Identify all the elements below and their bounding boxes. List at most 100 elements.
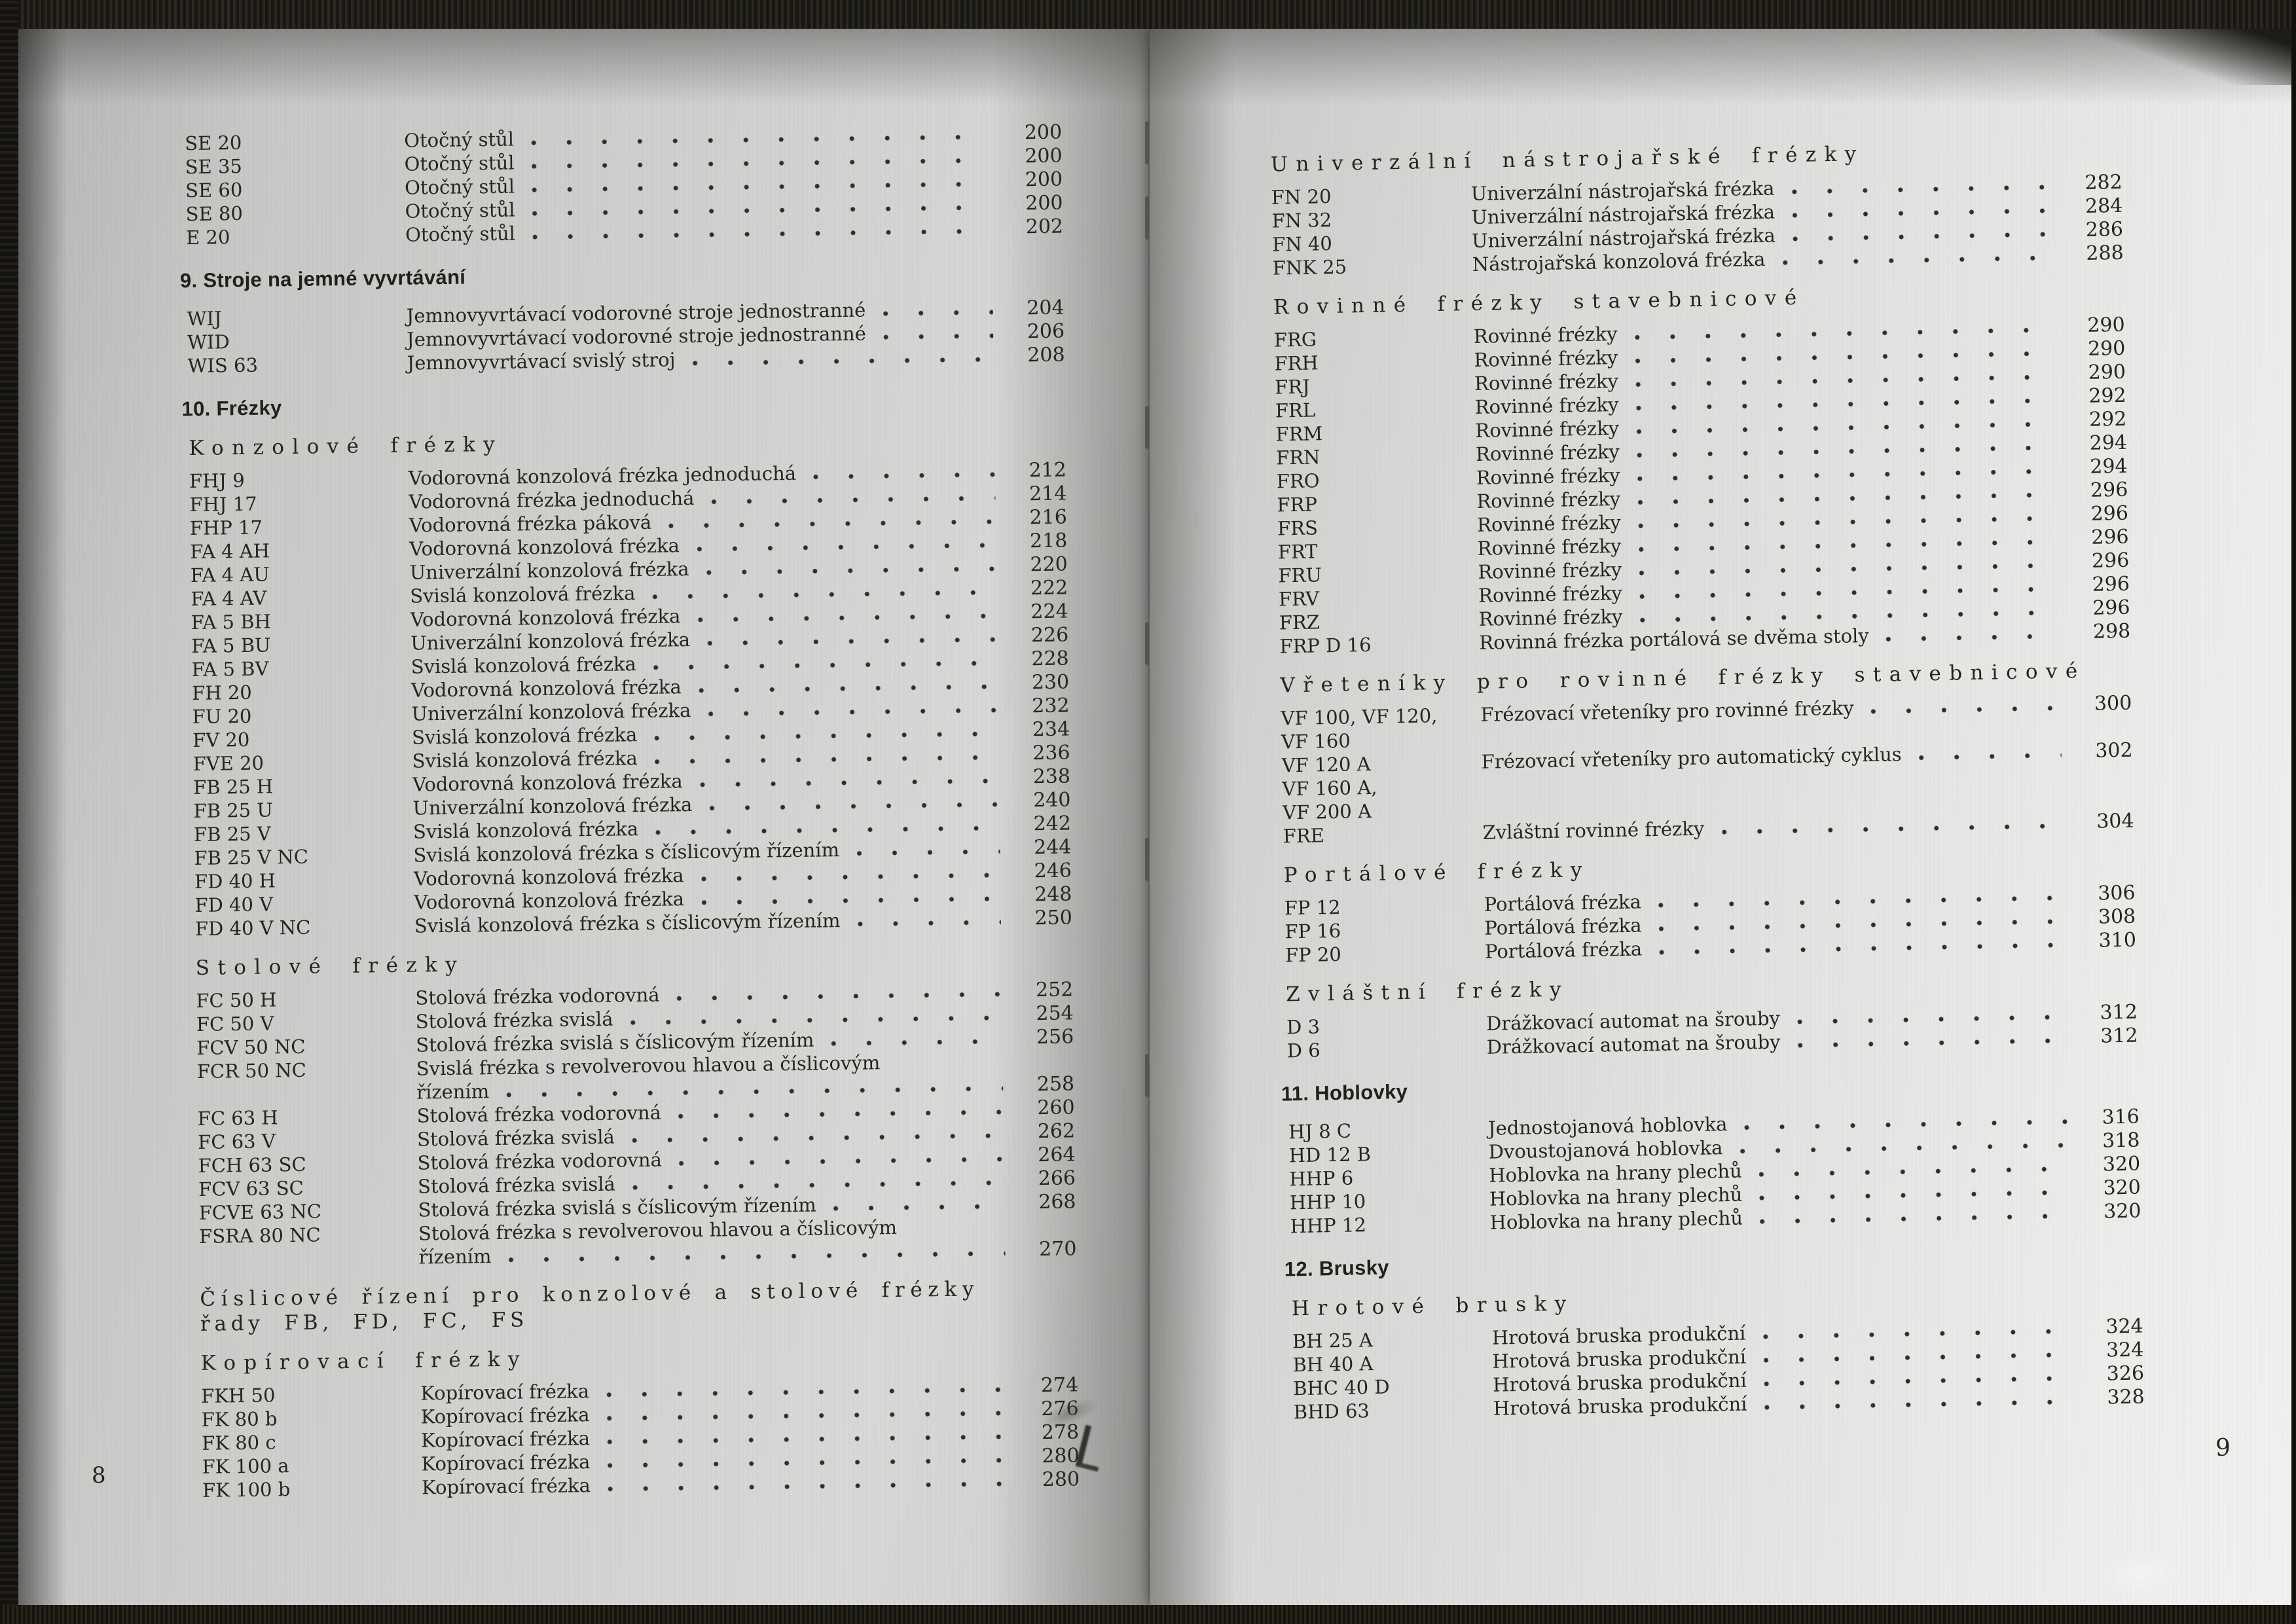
page-ref: 216 <box>1029 505 1068 530</box>
page-ref: 304 <box>2096 809 2134 833</box>
model-description: Otočný stůl <box>404 175 515 199</box>
toc-row: FV 20 Svislá konzolová frézka 234 <box>192 717 1070 752</box>
model-description: Kopírovací frézka <box>420 1427 591 1452</box>
model-description: Rovinné frézky <box>1478 581 1623 607</box>
dot-leader <box>831 1025 1003 1052</box>
model-description: Hrotová bruska produkční <box>1493 1392 1747 1420</box>
model-code: WID <box>187 331 230 354</box>
page-ref: 276 <box>1041 1397 1079 1421</box>
model-code: FCV 63 SC <box>198 1176 304 1200</box>
page-ref: 240 <box>1032 788 1071 812</box>
model-code: FHJ 17 <box>189 492 257 516</box>
model-description: Rovinné frézky <box>1475 440 1620 465</box>
dot-leader <box>857 906 1002 932</box>
page-ref: 298 <box>2092 619 2131 643</box>
dot-leader <box>676 978 1002 1007</box>
page-ref: 320 <box>2103 1176 2141 1200</box>
model-description: Vodorovná konzolová frézka <box>410 605 681 631</box>
dot-leader <box>812 458 996 485</box>
model-code: FRS <box>1277 516 1319 540</box>
model-code: HJ 8 C <box>1288 1119 1352 1144</box>
toc-row: FD 40 V Vodorovná konzolová frézka 248 <box>194 882 1072 917</box>
book-page-right: Univerzální nástrojařské frézky FN 20 Univ… <box>1150 26 2291 1605</box>
model-description: Rovinné frézky <box>1475 416 1620 442</box>
dot-leader <box>692 343 994 371</box>
toc-row: FHJ 17 Vodorovná frézka jednoduchá 214 <box>189 482 1066 517</box>
model-code: FB 25 V NC <box>194 845 309 869</box>
model-description: Rovinné frézky <box>1474 346 1618 371</box>
toc-row: FH 20 Vodorovná konzolová frézka 230 <box>192 670 1069 705</box>
model-description: Portálová frézka <box>1484 890 1642 916</box>
model-description: Svislá konzolová frézka <box>412 818 639 843</box>
model-code: FN 40 <box>1271 232 1333 256</box>
model-description: Svislá konzolová frézka <box>412 747 638 772</box>
page-ref: 296 <box>2092 596 2130 620</box>
toc-row: FD 40 H Vodorovná konzolová frézka 246 <box>194 858 1072 893</box>
group-heading: Konzolové frézky <box>189 432 503 461</box>
model-code: FB 25 U <box>193 799 273 822</box>
toc-row: FD 40 V NC Svislá konzolová frézka s čísl… <box>195 905 1072 941</box>
leader-space <box>914 1232 1067 1234</box>
dot-leader <box>678 1143 1004 1172</box>
scanner-background-left <box>0 0 18 1624</box>
page-ref: 200 <box>1024 120 1063 145</box>
model-code: VF 160 <box>1281 729 1351 753</box>
page-ref: 236 <box>1032 741 1070 765</box>
toc-row: FK 80 b Kopírovací frézka 276 <box>202 1396 1079 1432</box>
page-ref: 306 <box>2097 881 2136 905</box>
page-ref: 204 <box>1027 296 1065 320</box>
page-ref: 296 <box>2092 572 2130 596</box>
model-code: FCR 50 NC <box>196 1058 307 1083</box>
model-code: FV 20 <box>192 728 250 752</box>
model-description: Vodorovná konzolová frézka <box>414 888 685 914</box>
model-description: Univerzální konzolová frézka <box>412 793 693 820</box>
model-code: FRP <box>1277 493 1318 516</box>
model-description: Rovinné frézky <box>1476 511 1622 536</box>
model-code: FU 20 <box>192 704 252 729</box>
page-ref: 288 <box>2086 241 2124 265</box>
leader-space <box>897 1067 1065 1069</box>
dot-leader <box>506 1072 1004 1103</box>
dot-leader <box>709 788 1000 816</box>
model-code: BH 40 A <box>1292 1352 1374 1377</box>
model-description: Stolová frézka s revolverovou hlavou a č… <box>418 1216 898 1245</box>
dot-leader <box>696 529 996 557</box>
page-ref: 268 <box>1038 1190 1076 1214</box>
page-ref: 320 <box>2102 1152 2141 1176</box>
model-code: FRG <box>1273 328 1317 352</box>
page-ref: 270 <box>1038 1237 1077 1261</box>
page-ref: 208 <box>1027 343 1065 367</box>
model-code: FVE 20 <box>192 751 264 776</box>
model-code: FRT <box>1277 540 1318 564</box>
model-description: Nástrojařská konzolová frézka <box>1472 247 1766 276</box>
dot-leader <box>1763 1386 2073 1416</box>
model-code: VF 120 A <box>1281 752 1371 777</box>
toc-row: FCR 50 NC Svislá frézka s revolverovou hl… <box>197 1048 1074 1083</box>
toc-row: FA 5 BV Svislá konzolová frézka 228 <box>192 646 1069 681</box>
dot-leader <box>701 882 1001 911</box>
page-ref: 220 <box>1030 552 1068 577</box>
model-code: FA 5 BU <box>191 634 271 658</box>
group-heading: Kopírovací frézky <box>200 1347 528 1375</box>
dot-leader <box>706 623 998 651</box>
page-ref: 324 <box>2105 1338 2144 1362</box>
model-code: SE 35 <box>185 154 243 179</box>
dot-leader <box>532 191 992 222</box>
model-description: Portálová frézka <box>1484 914 1642 939</box>
model-code: HHP 12 <box>1290 1214 1367 1238</box>
model-code: FCVE 63 NC <box>198 1200 322 1224</box>
model-description: Rovinné frézky <box>1477 534 1622 560</box>
model-code: FRV <box>1278 587 1320 611</box>
group-heading: Vřeteníky pro rovinné frézky stavebnicov… <box>1280 659 2086 698</box>
toc-entry-list: FP 12 Portálová frézka 306 FP 16 Portálová f… <box>1284 881 2136 967</box>
page-ref: 278 <box>1041 1420 1080 1445</box>
page-ref: 206 <box>1027 319 1065 344</box>
page-ref: 238 <box>1032 765 1071 789</box>
toc-row: E 20 Otočný stůl 202 <box>186 215 1063 250</box>
page-ref: 232 <box>1032 694 1070 718</box>
model-description: řízením <box>416 1080 490 1104</box>
dot-leader <box>606 1420 1008 1450</box>
toc-row: FB 25 V Svislá konzolová frézka 242 <box>194 811 1071 846</box>
